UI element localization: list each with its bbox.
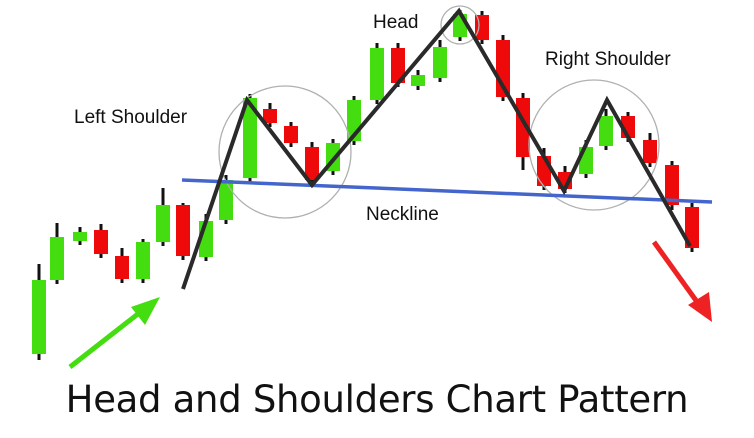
candlestick-11 bbox=[243, 94, 257, 182]
price-zigzag-line bbox=[181, 7, 692, 290]
bearish-candle-body bbox=[391, 48, 405, 83]
neckline-label: Neckline bbox=[366, 204, 439, 225]
candlestick-1 bbox=[32, 264, 46, 360]
bullish-candle-body bbox=[32, 280, 46, 354]
right-shoulder-circle bbox=[528, 79, 660, 211]
bearish-candle-body bbox=[94, 230, 108, 254]
candlestick-20 bbox=[433, 40, 447, 82]
candlestick-18 bbox=[391, 43, 405, 87]
trend-up-arrow-icon bbox=[68, 297, 160, 369]
candlestick-14 bbox=[305, 142, 319, 184]
candlestick-4 bbox=[94, 224, 108, 258]
left-shoulder-label: Left Shoulder bbox=[74, 107, 188, 128]
left-shoulder-circle bbox=[218, 85, 352, 219]
candlestick-19 bbox=[411, 70, 425, 90]
bearish-candle-body bbox=[305, 147, 319, 180]
bearish-candle-body bbox=[263, 109, 277, 123]
candlestick-7 bbox=[156, 188, 170, 246]
bullish-candle-body bbox=[370, 48, 384, 100]
candlestick-13 bbox=[284, 122, 298, 147]
bullish-candle-body bbox=[433, 47, 447, 78]
bearish-candle-body bbox=[115, 256, 129, 279]
head-circle bbox=[440, 5, 480, 45]
trend-down-arrow-icon bbox=[651, 240, 712, 322]
candlestick-3 bbox=[73, 227, 87, 245]
bullish-candle-body bbox=[411, 75, 425, 86]
candlestick-5 bbox=[115, 248, 129, 283]
bearish-candle-body bbox=[475, 15, 489, 40]
candlestick-2 bbox=[50, 223, 64, 284]
right-shoulder-label: Right Shoulder bbox=[545, 49, 671, 70]
candlestick-8 bbox=[176, 203, 190, 260]
candlestick-12 bbox=[263, 103, 277, 127]
bearish-candle-body bbox=[643, 140, 657, 163]
bullish-candle-body bbox=[73, 232, 87, 241]
candlestick-32 bbox=[685, 203, 699, 252]
bearish-candle-body bbox=[176, 205, 190, 256]
bullish-candle-body bbox=[50, 237, 64, 280]
bullish-candle-body bbox=[219, 180, 233, 220]
bullish-candle-body bbox=[599, 116, 613, 146]
candlestick-6 bbox=[136, 239, 150, 283]
pattern-highlight-circles bbox=[218, 5, 660, 219]
head-label: Head bbox=[373, 12, 418, 33]
candlestick-17 bbox=[370, 43, 384, 104]
candlestick-28 bbox=[599, 109, 613, 150]
bearish-candle-body bbox=[685, 207, 699, 248]
neckline-line bbox=[181, 178, 713, 204]
bullish-candle-body bbox=[136, 242, 150, 279]
chart-title: Head and Shoulders Chart Pattern bbox=[65, 378, 689, 421]
bearish-candle-body bbox=[284, 126, 298, 143]
bearish-candle-body bbox=[665, 165, 679, 205]
bullish-candle-body bbox=[243, 98, 257, 178]
candlestick-30 bbox=[643, 133, 657, 167]
bullish-candle-body bbox=[156, 205, 170, 242]
